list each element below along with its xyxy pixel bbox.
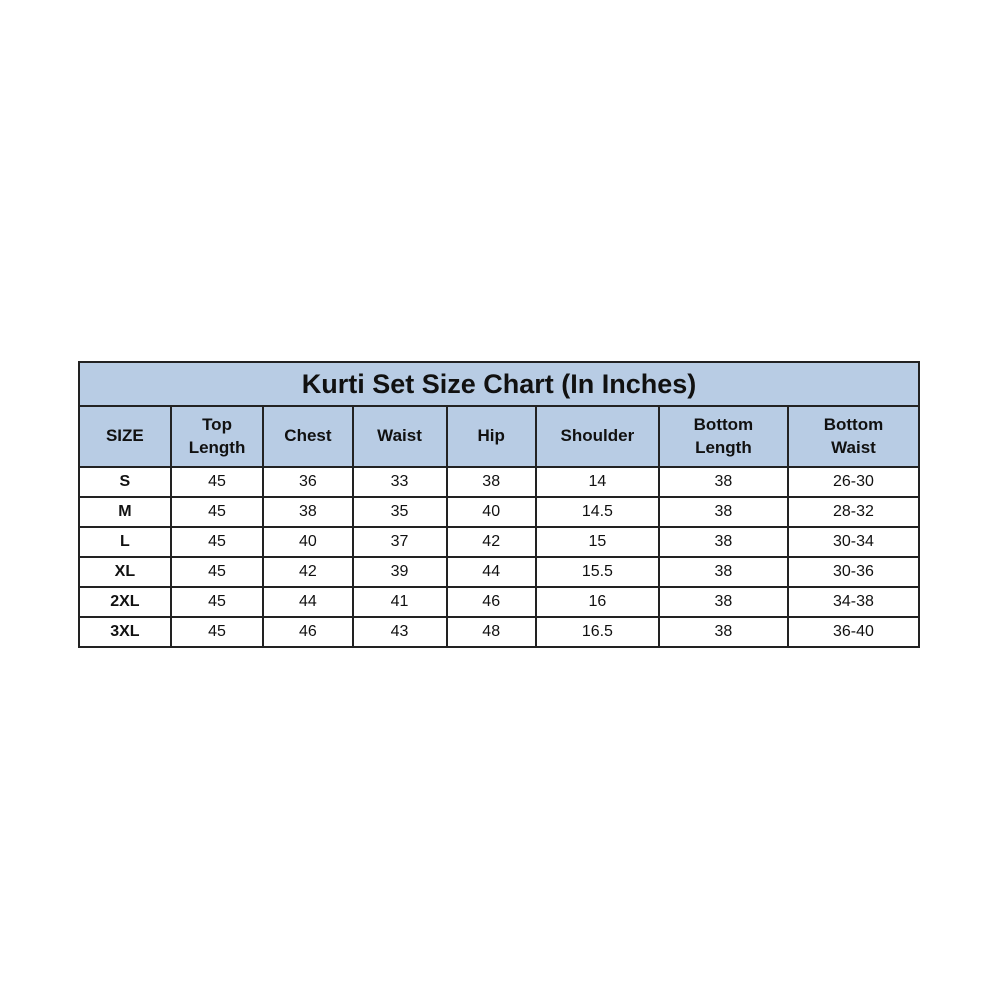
column-header-line: Waist <box>377 426 422 446</box>
table-cell: 38 <box>445 466 537 498</box>
table-title: Kurti Set Size Chart (In Inches) <box>78 361 920 407</box>
table-row: 3XL 45 46 43 48 16.5 38 36-40 <box>78 616 921 648</box>
table-cell: 38 <box>657 586 789 618</box>
table-body: S 45 36 33 38 14 38 26-30 M 45 38 35 40 14.5 38 28-32 L 4… <box>78 466 921 648</box>
table-cell: 16.5 <box>534 616 660 648</box>
table-cell: 45 <box>169 466 265 498</box>
table-cell: 30-34 <box>786 526 921 558</box>
table-cell: 45 <box>169 556 265 588</box>
table-cell: 28-32 <box>786 496 921 528</box>
size-chart-table: Kurti Set Size Chart (In Inches) SIZE Top… <box>78 361 921 648</box>
size-cell: XL <box>78 556 172 588</box>
table-row: M 45 38 35 40 14.5 38 28-32 <box>78 496 921 528</box>
size-cell: 2XL <box>78 586 172 618</box>
column-header: Hip <box>445 405 537 468</box>
table-cell: 45 <box>169 586 265 618</box>
column-header-line: Bottom <box>823 415 884 435</box>
table-cell: 14.5 <box>534 496 660 528</box>
table-cell: 45 <box>169 496 265 528</box>
table-cell: 39 <box>351 556 448 588</box>
table-row: XL 45 42 39 44 15.5 38 30-36 <box>78 556 921 588</box>
column-header-line: Length <box>188 437 246 457</box>
table-cell: 42 <box>262 556 354 588</box>
table-cell: 38 <box>657 496 789 528</box>
table-cell: 40 <box>262 526 354 558</box>
table-cell: 38 <box>657 556 789 588</box>
column-header-line: Waist <box>831 437 876 457</box>
column-header: Bottom Waist <box>786 405 921 468</box>
table-cell: 46 <box>262 616 354 648</box>
column-header-line: Shoulder <box>560 426 635 446</box>
table-cell: 26-30 <box>786 466 921 498</box>
column-header-line: Bottom <box>693 415 754 435</box>
column-header-line: SIZE <box>105 426 144 446</box>
table-cell: 44 <box>262 586 354 618</box>
table-cell: 14 <box>534 466 660 498</box>
table-cell: 38 <box>657 616 789 648</box>
table-cell: 15.5 <box>534 556 660 588</box>
column-header-line: Top <box>202 415 232 435</box>
table-cell: 40 <box>445 496 537 528</box>
table-cell: 43 <box>351 616 448 648</box>
table-row: L 45 40 37 42 15 38 30-34 <box>78 526 921 558</box>
table-row: 2XL 45 44 41 46 16 38 34-38 <box>78 586 921 618</box>
column-header-line: Chest <box>284 426 332 446</box>
table-cell: 45 <box>169 526 265 558</box>
table-cell: 38 <box>262 496 354 528</box>
size-cell: S <box>78 466 172 498</box>
table-cell: 16 <box>534 586 660 618</box>
column-header: Top Length <box>169 405 265 468</box>
column-header: Bottom Length <box>657 405 789 468</box>
table-cell: 38 <box>657 466 789 498</box>
table-cell: 44 <box>445 556 537 588</box>
table-cell: 41 <box>351 586 448 618</box>
size-cell: 3XL <box>78 616 172 648</box>
table-cell: 30-36 <box>786 556 921 588</box>
table-cell: 45 <box>169 616 265 648</box>
size-cell: L <box>78 526 172 558</box>
table-cell: 34-38 <box>786 586 921 618</box>
table-cell: 35 <box>351 496 448 528</box>
table-cell: 48 <box>445 616 537 648</box>
table-cell: 37 <box>351 526 448 558</box>
table-cell: 33 <box>351 466 448 498</box>
table-cell: 36 <box>262 466 354 498</box>
table-cell: 15 <box>534 526 660 558</box>
size-cell: M <box>78 496 172 528</box>
column-header-line: Hip <box>477 426 505 446</box>
column-header: Shoulder <box>534 405 660 468</box>
table-cell: 38 <box>657 526 789 558</box>
table-cell: 42 <box>445 526 537 558</box>
column-header: Chest <box>262 405 354 468</box>
header-row: SIZE Top Length Chest Waist Hip Shoulder Bottom… <box>78 405 921 468</box>
table-cell: 36-40 <box>786 616 921 648</box>
column-header-line: Length <box>695 437 752 457</box>
table-row: S 45 36 33 38 14 38 26-30 <box>78 466 921 498</box>
column-header: Waist <box>351 405 448 468</box>
column-header: SIZE <box>78 405 172 468</box>
table-cell: 46 <box>445 586 537 618</box>
